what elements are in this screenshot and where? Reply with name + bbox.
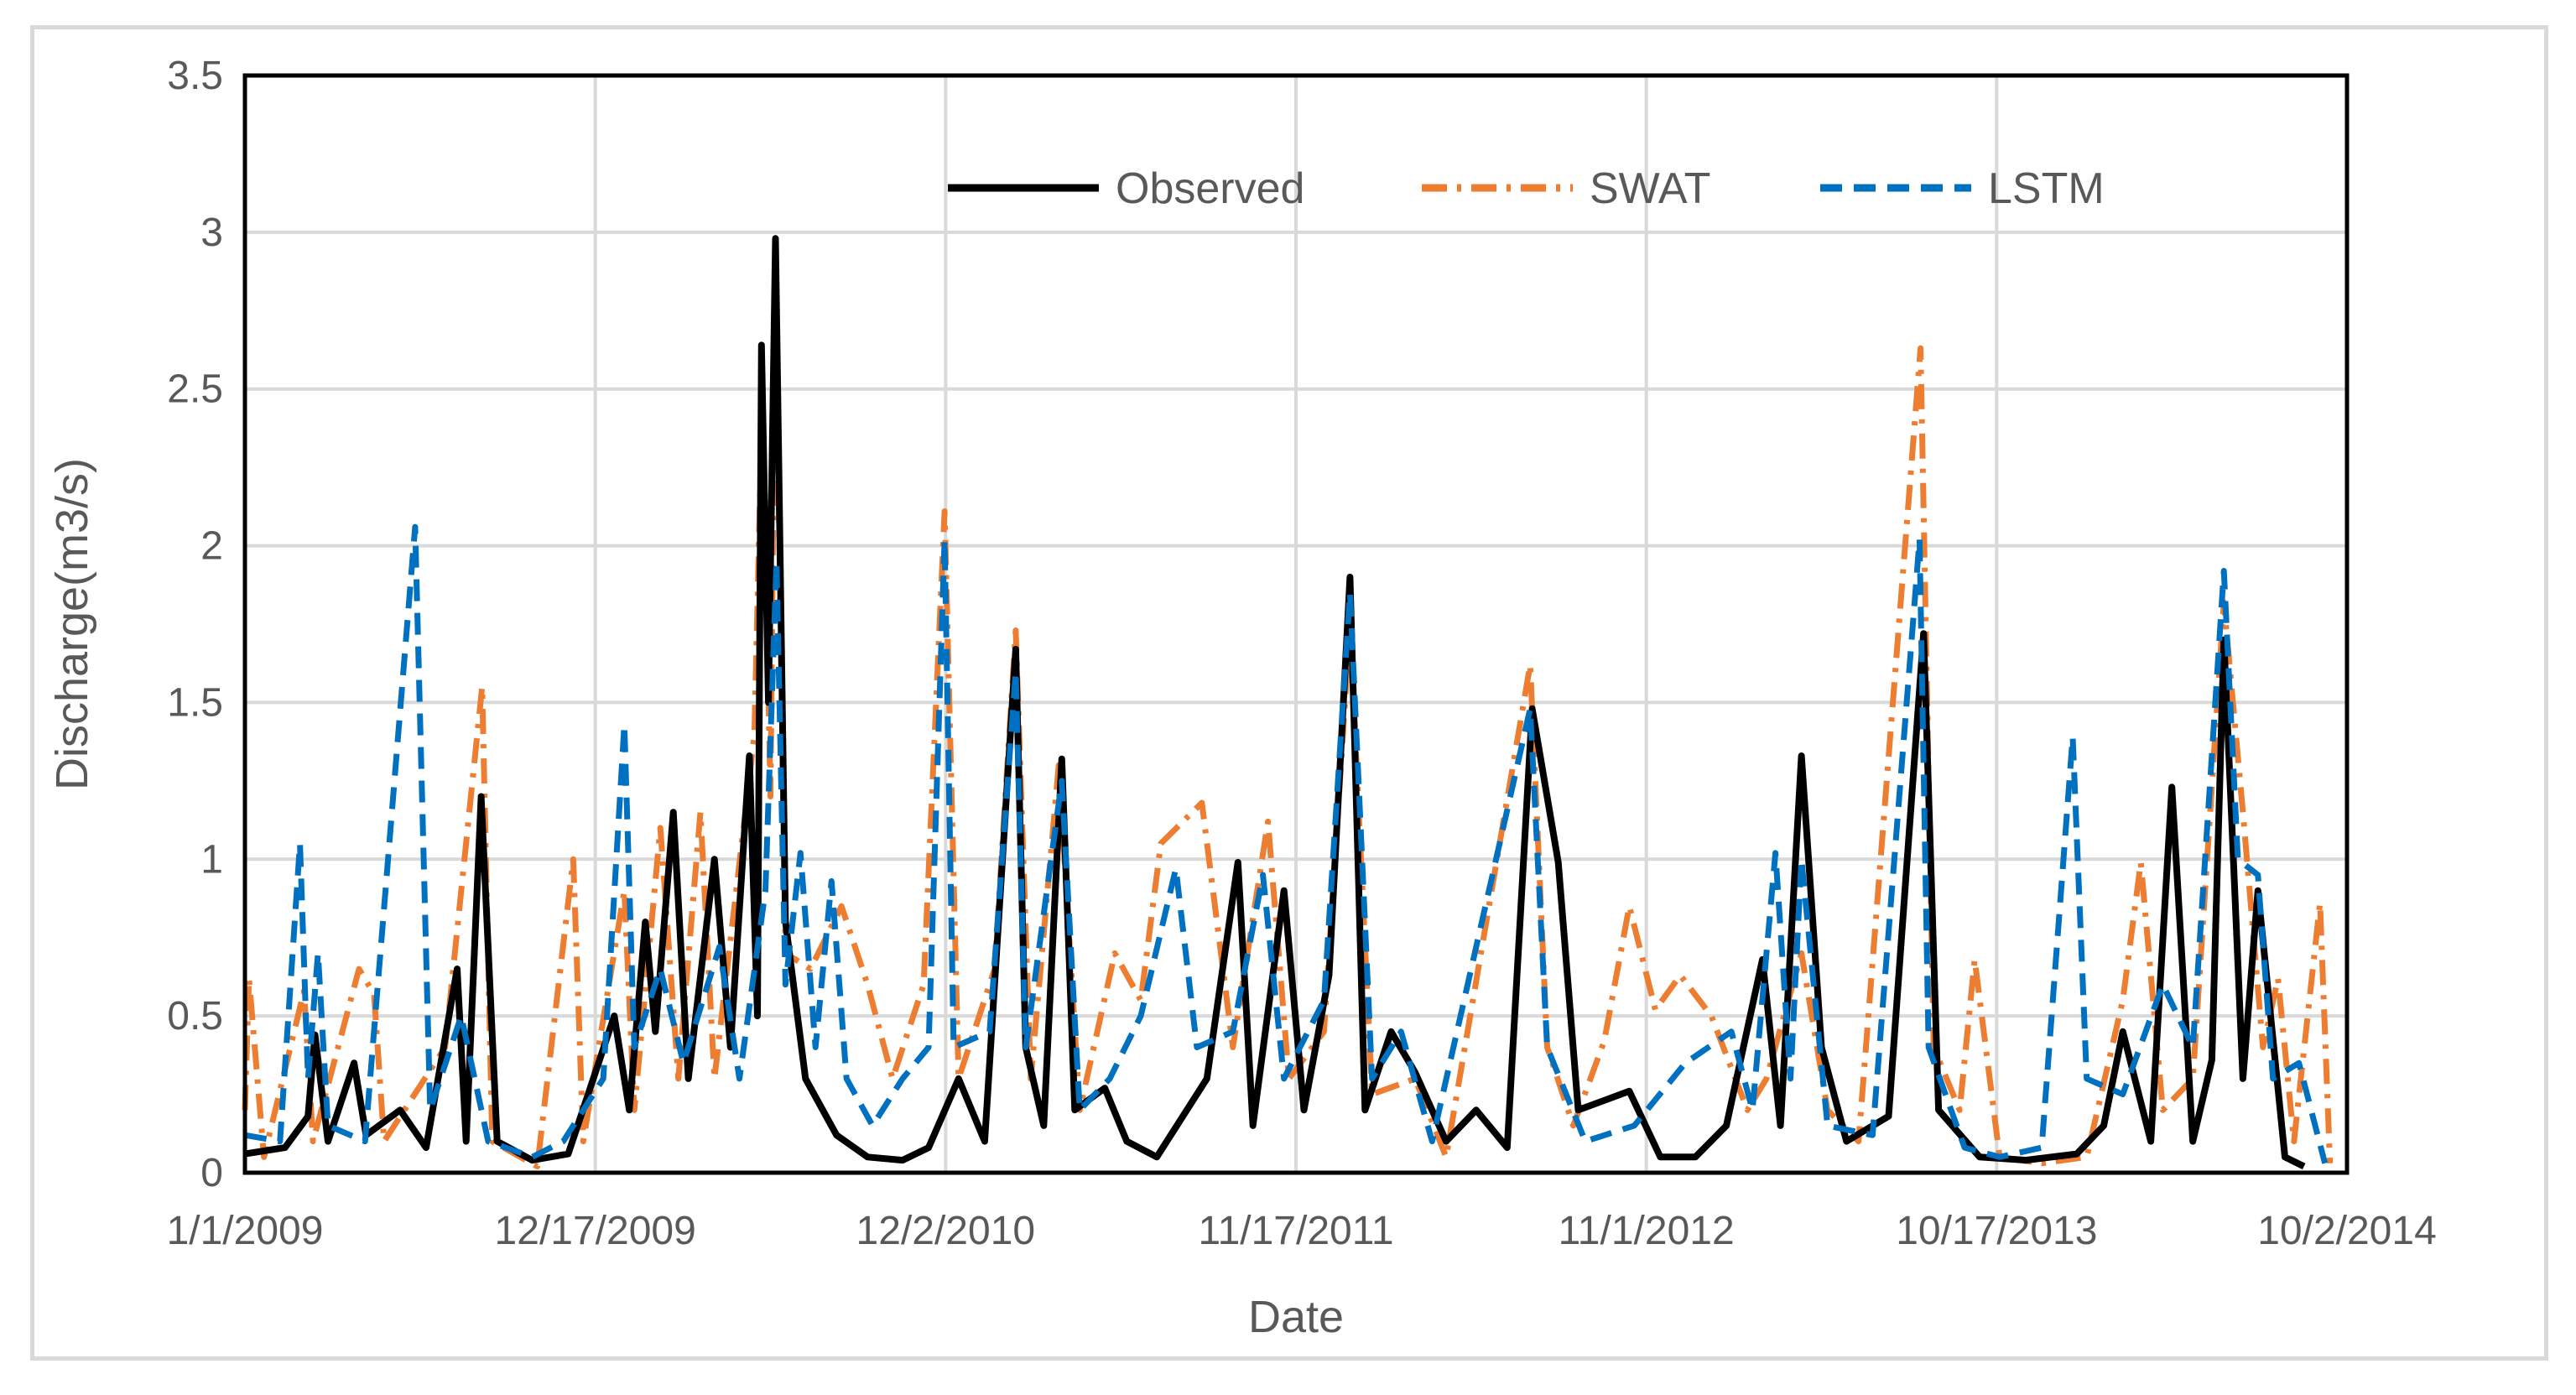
x-tick-label: 12/17/2009 xyxy=(495,1209,696,1253)
x-tick-label: 12/2/2010 xyxy=(856,1209,1036,1253)
x-tick-label: 11/1/2012 xyxy=(1559,1209,1735,1253)
y-tick-label: 3 xyxy=(200,211,223,255)
y-tick-label: 1 xyxy=(200,837,223,882)
x-tick-label: 1/1/2009 xyxy=(167,1209,324,1253)
chart-frame xyxy=(30,25,2548,1361)
y-tick-label: 2.5 xyxy=(167,367,223,412)
legend-label-observed: Observed xyxy=(1116,164,1304,213)
series-layer xyxy=(242,235,2334,1170)
y-tick-label: 0 xyxy=(200,1151,223,1195)
x-tick-label: 10/17/2013 xyxy=(1896,1209,2097,1253)
y-tick-label: 2 xyxy=(200,524,223,569)
y-tick-label: 3.5 xyxy=(167,54,223,98)
series-line-observed xyxy=(244,235,2306,1170)
x-axis-title: Date xyxy=(1248,1292,1344,1342)
x-tick-label: 11/17/2011 xyxy=(1198,1209,1393,1253)
y-tick-label: 0.5 xyxy=(167,994,223,1038)
y-tick-label: 1.5 xyxy=(167,680,223,725)
legend-label-lstm: LSTM xyxy=(1988,164,2105,213)
plot-area-border xyxy=(242,73,2350,1175)
y-axis-title: Discharge(m3/s) xyxy=(47,458,97,790)
series-line-swat xyxy=(242,276,2334,1169)
x-tick-label: 10/2/2014 xyxy=(2257,1209,2437,1253)
grid-layer xyxy=(245,75,2347,1173)
y-tick-labels: 0 0.5 1 1.5 2 2.5 3 3.5 xyxy=(167,54,223,1195)
legend: Observed SWAT LSTM xyxy=(948,164,2105,213)
series-line-lstm xyxy=(244,523,2329,1164)
legend-label-swat: SWAT xyxy=(1590,164,1710,213)
x-tick-labels: 1/1/2009 12/17/2009 12/2/2010 11/17/2011 11/… xyxy=(167,1209,2437,1253)
